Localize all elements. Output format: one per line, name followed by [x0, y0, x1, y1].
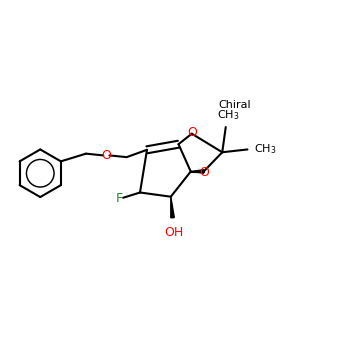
Polygon shape — [191, 170, 204, 173]
Text: O: O — [187, 126, 197, 139]
Text: CH$_3$: CH$_3$ — [254, 142, 276, 156]
Text: Chiral: Chiral — [218, 100, 251, 110]
Text: OH: OH — [165, 226, 184, 239]
Text: CH$_3$: CH$_3$ — [217, 108, 240, 122]
Polygon shape — [171, 197, 174, 218]
Text: F: F — [116, 192, 122, 205]
Text: O: O — [199, 166, 209, 179]
Text: O: O — [102, 149, 111, 162]
